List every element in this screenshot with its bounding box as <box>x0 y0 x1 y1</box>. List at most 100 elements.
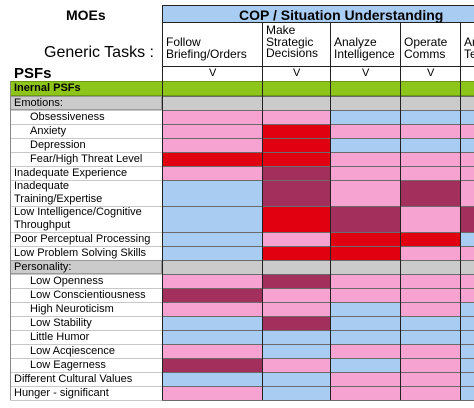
task-applicability-mark: V <box>362 67 370 79</box>
psf-row-label: Inadequate Experience <box>14 166 128 179</box>
task-header-line: An <box>464 35 474 49</box>
rating-cell <box>162 166 263 181</box>
rating-cell <box>162 96 263 111</box>
psf-row-label: Hunger - significant <box>14 386 109 399</box>
task-header-line: Follow <box>166 35 201 49</box>
rating-cell <box>460 386 474 401</box>
rating-cell <box>330 274 401 289</box>
psf-row-label: Low Stability <box>30 316 92 329</box>
cop-title: COP / Situation Understanding <box>239 7 444 23</box>
rating-cell <box>162 386 263 401</box>
rating-cell <box>262 330 331 345</box>
rating-cell <box>400 316 461 331</box>
column-divider <box>262 23 263 400</box>
rating-cell <box>262 344 331 359</box>
rating-cell <box>330 316 401 331</box>
rating-cell <box>460 344 474 359</box>
psf-row-label: High Neuroticism <box>30 302 114 315</box>
column-divider <box>460 23 461 400</box>
rating-cell <box>330 96 401 111</box>
rating-cell <box>330 206 401 233</box>
rating-cell <box>460 206 474 233</box>
rating-cell <box>460 232 474 247</box>
psf-row-label: Inadequate <box>14 180 70 192</box>
task-header-line: Strategic <box>266 34 314 49</box>
rating-cell <box>330 124 401 139</box>
rating-cell <box>262 180 331 207</box>
rating-cell <box>162 110 263 125</box>
generic-tasks-label: Generic Tasks : <box>44 44 154 61</box>
rating-cell <box>460 288 474 303</box>
rating-cell <box>460 152 474 167</box>
rating-cell <box>400 344 461 359</box>
psfs-label: PSFs <box>14 65 52 82</box>
rating-cell <box>262 288 331 303</box>
rating-cell <box>460 110 474 125</box>
psf-row-label: Fear/High Threat Level <box>30 152 143 165</box>
moes-label: MOEs <box>66 7 106 23</box>
psf-row-label: Low Openness <box>30 274 104 287</box>
task-header-line: Analyze <box>334 35 377 49</box>
rating-cell <box>262 358 331 373</box>
rating-cell <box>262 274 331 289</box>
rating-cell <box>400 288 461 303</box>
row-separator <box>10 386 162 387</box>
task-applicability-mark: V <box>427 67 435 79</box>
rating-cell <box>400 124 461 139</box>
task-header-line: Comms <box>404 46 446 61</box>
rating-cell <box>460 166 474 181</box>
rating-cell <box>400 152 461 167</box>
psf-row-label: Obsessiveness <box>30 110 105 123</box>
rating-cell <box>262 96 331 111</box>
rating-cell <box>162 180 263 207</box>
rating-cell <box>162 302 263 317</box>
rating-cell <box>162 260 263 275</box>
psf-row-label: Low Acqiescence <box>30 344 115 357</box>
psf-row-label: Low Problem Solving Skills <box>14 246 147 259</box>
rating-cell <box>262 372 331 387</box>
rating-cell <box>262 206 331 233</box>
cop-header: COP / Situation Understanding <box>162 5 474 23</box>
rating-cell <box>162 372 263 387</box>
row-separator <box>10 206 162 207</box>
row-separator <box>10 288 162 289</box>
row-separator <box>10 316 162 317</box>
rating-cell <box>262 232 331 247</box>
psf-row-label: Throughput <box>14 218 71 231</box>
row-separator <box>10 400 162 401</box>
psf-row-label: Different Cultural Values <box>14 372 133 385</box>
rating-cell <box>400 206 461 233</box>
rating-cell <box>330 372 401 387</box>
psf-row-label: Low Intelligence/Cognitive <box>14 206 142 218</box>
row-separator <box>10 232 162 233</box>
row-separator <box>10 166 162 167</box>
rating-cell <box>400 372 461 387</box>
rating-cell <box>400 180 461 207</box>
rating-cell <box>162 274 263 289</box>
rating-cell <box>460 124 474 139</box>
rating-cell <box>162 246 263 261</box>
rating-cell <box>330 180 401 207</box>
row-separator <box>10 274 162 275</box>
rating-cell <box>460 246 474 261</box>
rating-cell <box>262 124 331 139</box>
rating-cell <box>330 138 401 153</box>
psf-row-label: Inernal PSFs <box>14 82 81 94</box>
rating-cell <box>162 316 263 331</box>
rating-cell <box>460 358 474 373</box>
row-separator <box>10 372 162 373</box>
rating-cell <box>330 358 401 373</box>
rating-cell <box>460 274 474 289</box>
task-header-line: Briefing/Orders <box>166 46 247 61</box>
rating-cell <box>330 166 401 181</box>
rating-cell <box>400 138 461 153</box>
mark-row-top-line <box>162 66 474 67</box>
rating-cell <box>460 138 474 153</box>
rating-cell <box>162 124 263 139</box>
task-applicability-mark: V <box>293 67 301 79</box>
task-header-line: Te <box>464 46 474 61</box>
rating-cell <box>162 344 263 359</box>
rating-cell <box>460 316 474 331</box>
task-header-line: Operate <box>404 35 448 49</box>
rating-cell <box>400 246 461 261</box>
